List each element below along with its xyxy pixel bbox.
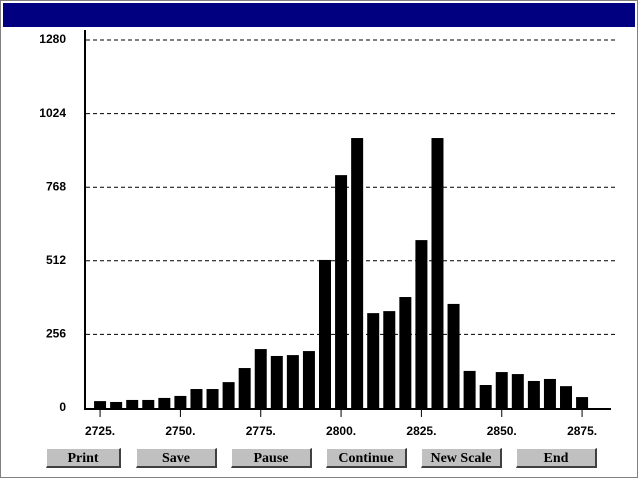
y-tick-label: 0 [59,400,66,414]
bar [94,401,107,408]
bar [206,389,219,408]
x-tick-label: 2825. [406,424,436,438]
bar [479,385,492,408]
x-tick-label: 2725. [85,424,115,438]
bar [431,138,444,408]
bar [447,303,460,408]
bar [576,397,589,408]
bar [463,370,476,408]
title-bar [3,3,635,27]
bar [543,378,556,408]
bar [495,372,508,408]
bar [142,399,155,408]
y-tick-label: 1280 [39,32,66,46]
bar [383,311,396,408]
bar [511,374,524,408]
bar [351,138,364,408]
x-tick-label: 2850. [487,424,517,438]
y-tick-label: 768 [46,179,66,193]
button[interactable]: Save [136,448,217,468]
bar [415,240,428,408]
y-tick-label: 256 [46,327,66,341]
x-tick-label: 2750. [165,424,195,438]
x-tick-label: 2800. [326,424,356,438]
bar [126,399,139,408]
bar [335,175,348,408]
bar [399,297,412,408]
x-tick-label: 2775. [246,424,276,438]
bar [527,380,540,408]
bar [190,389,203,408]
x-tick-label: 2875. [567,424,597,438]
button[interactable]: Print [46,448,121,468]
y-tick-label: 512 [46,253,66,267]
button[interactable]: Continue [326,448,407,468]
bar [254,349,267,408]
bar [110,401,123,408]
button[interactable]: Pause [231,448,312,468]
bar [560,386,573,408]
bar [174,395,187,408]
bar [286,355,299,408]
bar [319,259,332,408]
bar [302,351,315,408]
y-tick-label: 1024 [39,106,66,120]
bar [270,355,283,408]
chart: 0 256 512 768 1024 1280 2725. 2750. 2775. 2800. 28… [39,30,617,438]
bar [238,368,251,408]
bar [367,313,380,408]
button[interactable]: End [516,448,597,468]
bar [158,397,171,408]
button[interactable]: New Scale [421,448,502,468]
bar [222,382,235,408]
